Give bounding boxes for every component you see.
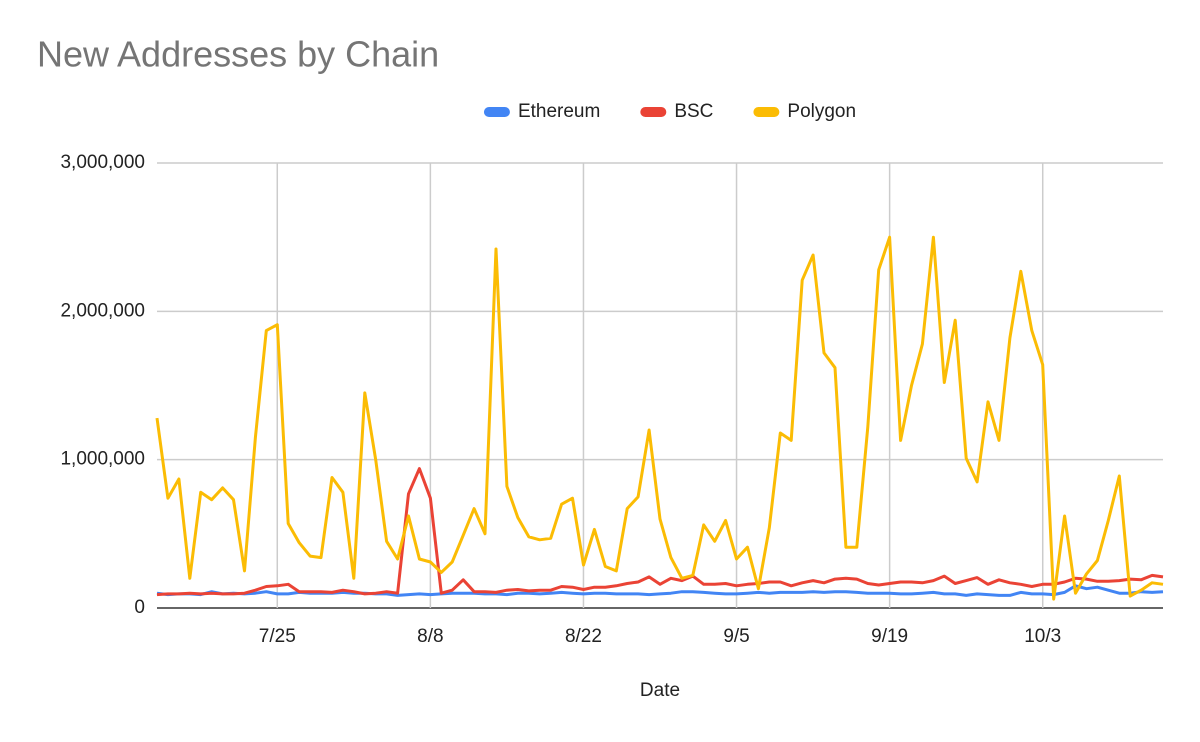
x-tick-label: 10/3 [1024, 626, 1061, 647]
y-tick-label: 0 [134, 597, 145, 618]
x-tick-label: 9/19 [871, 626, 908, 647]
legend-swatch [483, 107, 510, 117]
x-axis-label: Date [640, 680, 680, 701]
chart-title: New Addresses by Chain [37, 34, 439, 75]
series-line [156, 467, 1164, 597]
x-tick-label: 8/8 [417, 626, 443, 647]
legend-swatch [753, 107, 780, 117]
x-tick-label: 8/22 [565, 626, 602, 647]
y-tick-label: 1,000,000 [60, 449, 145, 470]
legend-label: Ethereum [518, 101, 600, 122]
x-tick-label: 7/25 [259, 626, 296, 647]
legend-label: BSC [674, 101, 713, 122]
y-tick-label: 2,000,000 [60, 300, 145, 321]
legend-swatch [640, 107, 667, 117]
series-line [155, 235, 1164, 601]
x-tick-label: 9/5 [723, 626, 749, 647]
legend-label: Polygon [787, 101, 856, 122]
y-tick-label: 3,000,000 [60, 152, 145, 173]
